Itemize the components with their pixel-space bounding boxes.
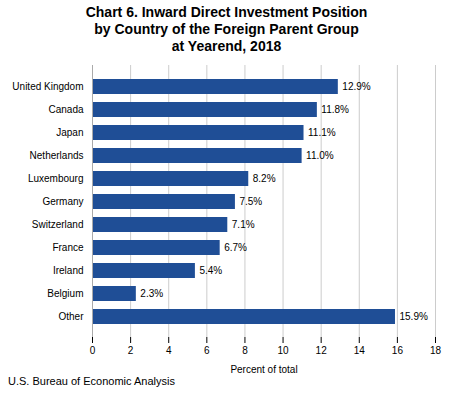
svg-text:Canada: Canada [48,104,83,115]
svg-text:Switzerland: Switzerland [32,219,84,230]
svg-text:8: 8 [242,345,248,356]
svg-text:Netherlands: Netherlands [30,150,84,161]
svg-text:5.4%: 5.4% [199,265,222,276]
svg-text:11.1%: 11.1% [308,127,336,138]
svg-text:United Kingdom: United Kingdom [12,81,83,92]
svg-text:Luxembourg: Luxembourg [28,173,84,184]
svg-text:16: 16 [392,345,404,356]
svg-text:7.1%: 7.1% [232,219,255,230]
svg-text:Other: Other [58,311,84,322]
svg-text:Percent of total: Percent of total [230,364,297,375]
svg-text:Germany: Germany [42,196,83,207]
svg-text:Japan: Japan [56,127,83,138]
svg-text:11.8%: 11.8% [321,104,349,115]
svg-text:2: 2 [128,345,134,356]
svg-text:18: 18 [430,345,442,356]
svg-text:4: 4 [166,345,172,356]
html-text:Chart 6. Inward Direct Investm: Chart 6. Inward Direct Investment Positi… [85,4,368,54]
svg-text:15.9%: 15.9% [399,311,427,322]
svg-text:7.5%: 7.5% [239,196,262,207]
svg-text:8.2%: 8.2% [253,173,276,184]
svg-text:10: 10 [277,345,289,356]
svg-text:12.9%: 12.9% [342,81,370,92]
svg-text:6: 6 [204,345,210,356]
svg-text:Ireland: Ireland [53,265,84,276]
svg-text:14: 14 [354,345,366,356]
svg-text:12: 12 [316,345,328,356]
svg-text:2.3%: 2.3% [140,288,163,299]
svg-text:11.0%: 11.0% [306,150,334,161]
svg-text:6.7%: 6.7% [224,242,247,253]
html-text:U.S. Bureau of Economic Analys: U.S. Bureau of Economic Analysis [8,375,175,387]
svg-text:France: France [52,242,84,253]
svg-text:Belgium: Belgium [47,288,83,299]
svg-text:0: 0 [90,345,96,356]
